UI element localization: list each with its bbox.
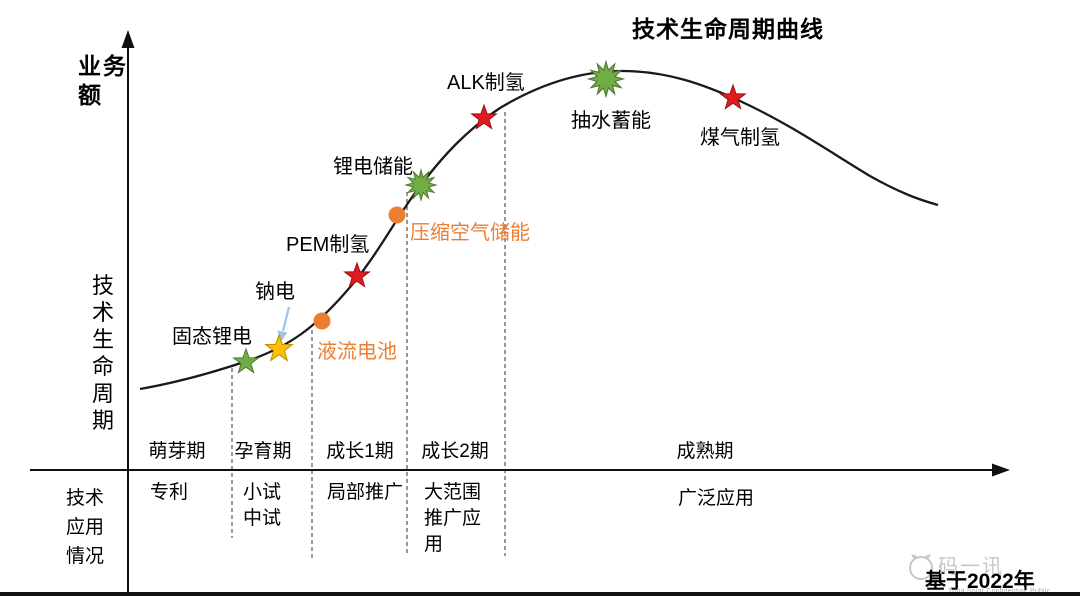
lifecycle-curve	[139, 69, 939, 391]
label-pumped-hydro: 抽水蓄能	[571, 110, 651, 132]
watermark-text: 码一讯	[938, 556, 1004, 578]
y-axis-label: 业务 额	[78, 53, 128, 108]
sodium-connector-arrow	[281, 306, 291, 332]
phase-growth-2: 成长2期	[421, 441, 489, 462]
application-wide-use: 广泛应用	[678, 488, 755, 509]
phase-incubation: 孕育期	[234, 441, 292, 462]
marker-lithium-storage-burst	[404, 168, 438, 202]
label-sodium-battery: 钠电	[255, 281, 295, 303]
marker-alk-hydrogen-star	[470, 103, 498, 130]
phase-germination: 萌芽期	[148, 441, 206, 462]
phase-growth-1: 成长1期	[326, 441, 394, 462]
label-compressed-air: 压缩空气储能	[410, 222, 530, 244]
y-axis-arrow	[121, 30, 135, 48]
label-flow-battery: 液流电池	[317, 341, 397, 363]
marker-solid-state-lithium-star	[232, 347, 260, 374]
sodium-connector-arrowhead	[277, 330, 288, 341]
application-local-rollout: 局部推广	[327, 482, 404, 503]
watermark-logo-icon	[909, 554, 933, 580]
marker-compressed-air-dot	[388, 206, 406, 224]
left-axis-label: 技 术 生 命 周 期	[92, 273, 116, 433]
label-coal-gas-hydrogen: 煤气制氢	[700, 127, 780, 149]
based-on-year-note: 基于2022年	[925, 570, 1035, 593]
page-title: 技术生命周期曲线	[632, 16, 824, 42]
application-patent: 专利	[150, 482, 189, 503]
marker-pem-hydrogen-star	[343, 261, 371, 288]
label-pem-hydrogen: PEM制氢	[286, 234, 370, 256]
marker-coal-gas-hydrogen-star	[719, 83, 747, 110]
application-pilot-test: 小试 中试	[242, 482, 281, 529]
phase-maturity: 成熟期	[676, 441, 734, 462]
label-alk-hydrogen: ALK制氢	[447, 72, 525, 94]
marker-flow-battery-dot	[313, 312, 331, 330]
label-solid-state-lithium: 固态锂电	[172, 326, 252, 348]
label-lithium-storage: 锂电储能	[333, 156, 413, 178]
marker-sodium-battery-star	[264, 333, 294, 362]
application-large-scale-rollout: 大范围 推广应 用	[424, 482, 482, 555]
x-axis-arrow	[992, 463, 1010, 477]
bottom-left-axis-label: 技术 应用 情况	[66, 488, 105, 567]
confidential-fine-print: Trina Solar Confidential, Public	[948, 588, 1051, 595]
marker-pumped-hydro-burst	[586, 59, 626, 99]
